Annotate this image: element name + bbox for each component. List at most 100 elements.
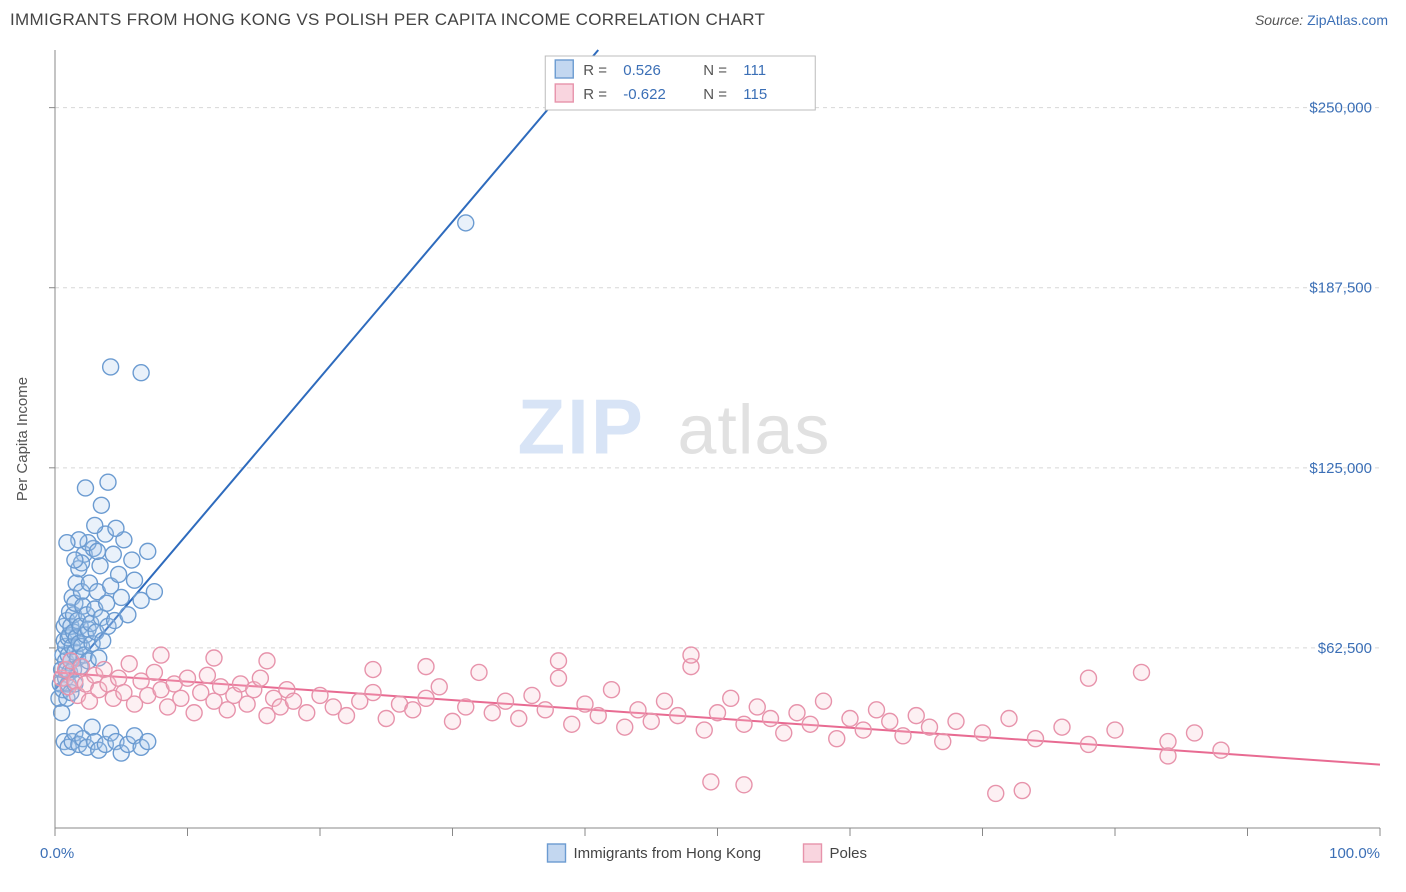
data-point [103, 359, 119, 375]
data-point [100, 474, 116, 490]
data-point [1160, 734, 1176, 750]
y-tick-label: $62,500 [1318, 640, 1372, 657]
data-point [113, 589, 129, 605]
stat-r-value: -0.622 [623, 86, 666, 103]
data-point [524, 687, 540, 703]
data-point [842, 711, 858, 727]
x-start-label: 0.0% [40, 845, 74, 862]
stat-n-label: N = [703, 62, 727, 79]
data-point [99, 595, 115, 611]
data-point [537, 702, 553, 718]
y-tick-label: $125,000 [1309, 460, 1372, 477]
data-point [577, 696, 593, 712]
stat-n-label: N = [703, 86, 727, 103]
data-point [948, 713, 964, 729]
y-axis-label: Per Capita Income [14, 377, 31, 501]
legend-swatch [555, 60, 573, 78]
y-tick-label: $250,000 [1309, 100, 1372, 117]
data-point [736, 777, 752, 793]
source-link[interactable]: ZipAtlas.com [1307, 12, 1388, 28]
data-point [54, 705, 70, 721]
legend-swatch [548, 844, 566, 862]
legend-label: Poles [830, 845, 868, 862]
data-point [908, 708, 924, 724]
data-point [551, 653, 567, 669]
data-point [564, 716, 580, 732]
data-point [922, 719, 938, 735]
data-point [458, 699, 474, 715]
data-point [988, 785, 1004, 801]
data-point [617, 719, 633, 735]
chart-title: IMMIGRANTS FROM HONG KONG VS POLISH PER … [10, 10, 765, 30]
data-point [723, 690, 739, 706]
data-point [127, 572, 143, 588]
data-point [471, 664, 487, 680]
data-point [657, 693, 673, 709]
data-point [84, 719, 100, 735]
data-point [77, 480, 93, 496]
data-point [140, 734, 156, 750]
data-point [829, 731, 845, 747]
data-point [590, 708, 606, 724]
data-point [789, 705, 805, 721]
x-end-label: 100.0% [1329, 845, 1380, 862]
data-point [703, 774, 719, 790]
data-point [1014, 783, 1030, 799]
data-point [239, 696, 255, 712]
data-point [378, 711, 394, 727]
data-point [882, 713, 898, 729]
legend-label: Immigrants from Hong Kong [574, 845, 762, 862]
data-point [140, 543, 156, 559]
data-point [153, 647, 169, 663]
data-point [1134, 664, 1150, 680]
data-point [1001, 711, 1017, 727]
data-point [365, 662, 381, 678]
stat-n-value: 115 [743, 86, 767, 103]
stat-r-value: 0.526 [623, 62, 661, 79]
data-point [1081, 670, 1097, 686]
data-point [1213, 742, 1229, 758]
data-point [312, 687, 328, 703]
watermark-zip: ZIP [518, 382, 645, 470]
data-point [895, 728, 911, 744]
stat-n-value: 111 [743, 62, 766, 79]
data-point [935, 734, 951, 750]
data-point [259, 653, 275, 669]
data-point [286, 693, 302, 709]
data-point [683, 647, 699, 663]
data-point [1187, 725, 1203, 741]
data-point [59, 535, 75, 551]
data-point [146, 584, 162, 600]
data-point [67, 552, 83, 568]
data-point [869, 702, 885, 718]
data-point [736, 716, 752, 732]
data-point [749, 699, 765, 715]
data-point [1054, 719, 1070, 735]
data-point [511, 711, 527, 727]
data-point [93, 497, 109, 513]
data-point [299, 705, 315, 721]
data-point [87, 517, 103, 533]
scatter-chart: ZIPatlas$62,500$125,000$187,500$250,0000… [0, 36, 1406, 892]
data-point [146, 664, 162, 680]
data-point [124, 552, 140, 568]
data-point [89, 543, 105, 559]
data-point [111, 566, 127, 582]
data-point [418, 690, 434, 706]
data-point [776, 725, 792, 741]
source-prefix: Source: [1255, 12, 1307, 28]
data-point [206, 650, 222, 666]
data-point [92, 558, 108, 574]
data-point [96, 662, 112, 678]
legend-swatch [804, 844, 822, 862]
data-point [365, 685, 381, 701]
chart-area: ZIPatlas$62,500$125,000$187,500$250,0000… [0, 36, 1406, 892]
data-point [763, 711, 779, 727]
data-point [1081, 736, 1097, 752]
data-point [180, 670, 196, 686]
data-point [710, 705, 726, 721]
data-point [498, 693, 514, 709]
data-point [816, 693, 832, 709]
data-point [252, 670, 268, 686]
stat-r-label: R = [583, 86, 607, 103]
